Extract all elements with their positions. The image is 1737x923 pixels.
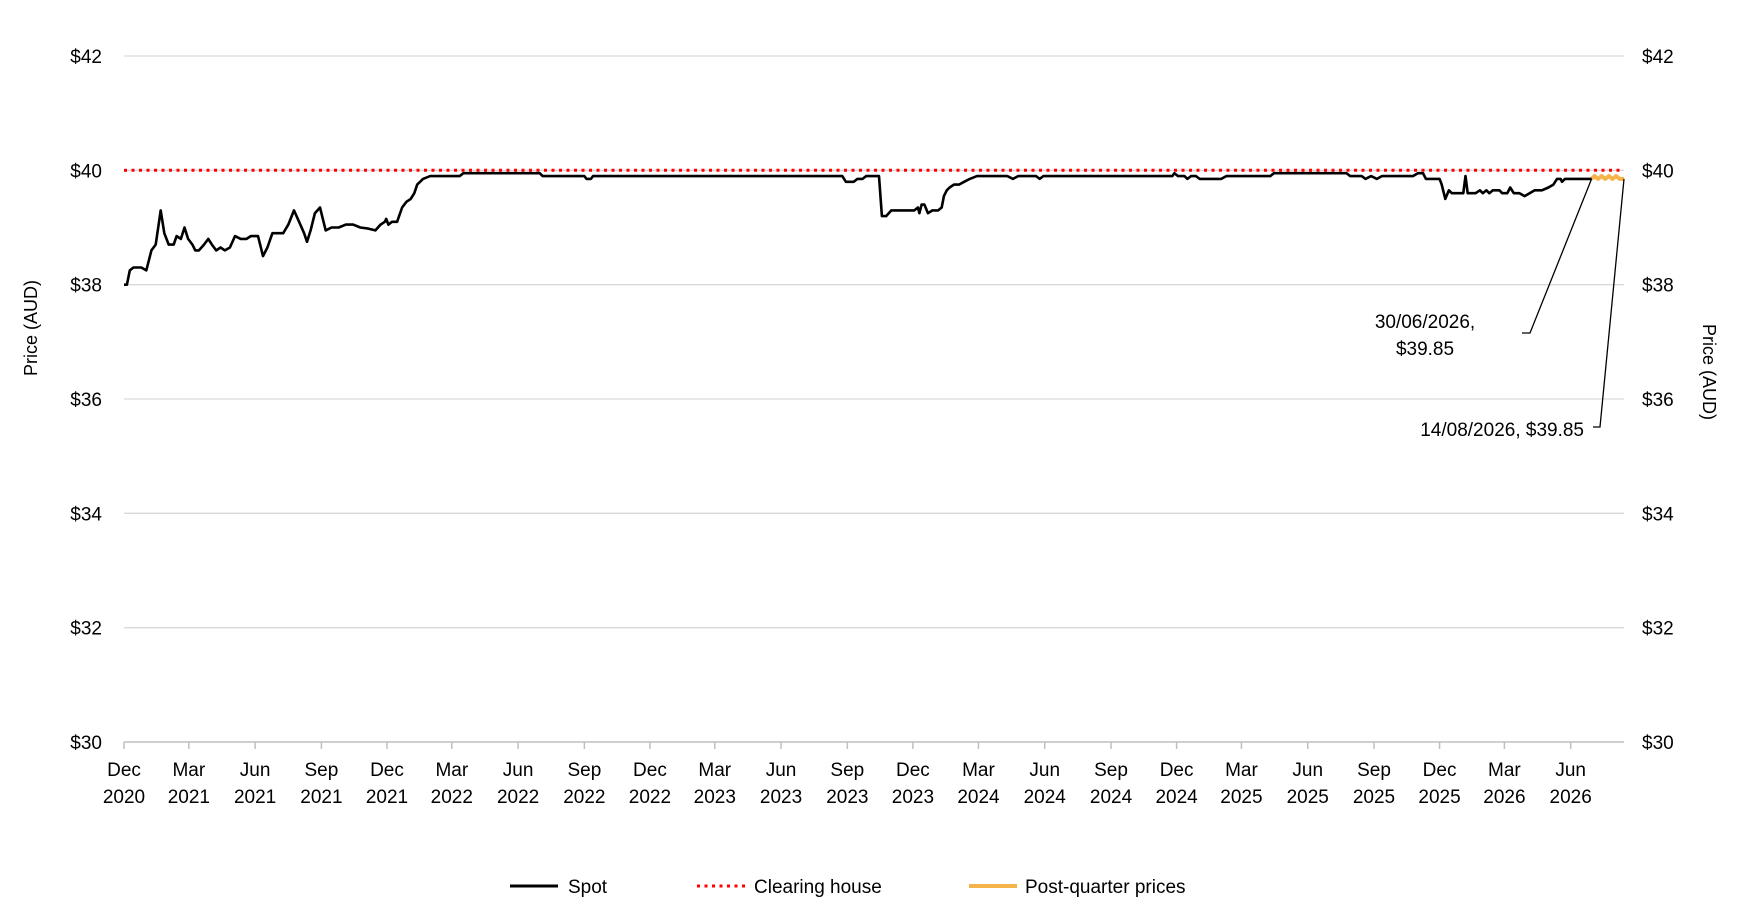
y-tick-label-right: $34 — [1642, 504, 1674, 525]
y-tick-label-right: $30 — [1642, 733, 1674, 754]
x-tick-label-month: Dec — [633, 760, 667, 781]
y-tick-label-right: $42 — [1642, 47, 1674, 68]
x-tick-label-year: 2022 — [629, 787, 671, 808]
y-tick-label-left: $32 — [70, 619, 102, 640]
series-spot — [124, 171, 1592, 287]
legend: Spot Clearing house Post-quarter prices — [510, 877, 1186, 898]
callout-leader-line — [1522, 178, 1593, 334]
x-tick-label-month: Dec — [107, 760, 141, 781]
y-axis-right: $30 $32 $34 $36 $38 $40 $42 — [1642, 47, 1674, 754]
y-axis-left: $30 $32 $34 $36 $38 $40 $42 — [70, 47, 102, 754]
x-tick-label-month: Sep — [567, 760, 601, 781]
y-tick-label-right: $38 — [1642, 276, 1674, 297]
x-tick-label-year: 2023 — [760, 787, 802, 808]
x-tick-label-month: Sep — [830, 760, 864, 781]
x-tick-label-year: 2025 — [1418, 787, 1460, 808]
x-tick-label-year: 2023 — [892, 787, 934, 808]
legend-label: Post-quarter prices — [1025, 877, 1186, 898]
x-tick-label-year: 2023 — [694, 787, 736, 808]
x-tick-label-year: 2021 — [366, 787, 408, 808]
y-tick-label-right: $40 — [1642, 161, 1674, 182]
series-lines — [124, 168, 1624, 287]
y-tick-label-left: $38 — [70, 276, 102, 297]
x-axis: Dec 2020 Mar 2021 Jun 2021 Sep 2021 Dec 2021 Mar 20… — [103, 741, 1624, 808]
x-tick-label-month: Jun — [766, 760, 797, 781]
y-tick-label-left: $34 — [70, 504, 102, 525]
x-tick-label-month: Jun — [1292, 760, 1323, 781]
x-tick-label-year: 2024 — [957, 787, 1000, 808]
x-tick-label-month: Mar — [435, 760, 468, 781]
callout-leader-line — [1593, 178, 1625, 428]
legend-label: Clearing house — [754, 877, 882, 898]
x-tick-label-year: 2022 — [497, 787, 539, 808]
x-tick-label-year: 2021 — [234, 787, 276, 808]
x-tick-label-month: Jun — [503, 760, 534, 781]
y-axis-label-right: Price (AUD) — [1699, 324, 1719, 420]
x-tick-label-year: 2021 — [168, 787, 210, 808]
x-tick-label-year: 2024 — [1090, 787, 1133, 808]
y-tick-label-left: $42 — [70, 47, 102, 68]
x-tick-label-year: 2025 — [1220, 787, 1262, 808]
x-tick-label-month: Dec — [1423, 760, 1457, 781]
x-tick-label-year: 2024 — [1024, 787, 1067, 808]
y-tick-label-left: $40 — [70, 161, 102, 182]
callout-label: 14/08/2026, $39.85 — [1420, 420, 1584, 441]
x-tick-label-month: Mar — [1225, 760, 1258, 781]
callout-label: 30/06/2026, — [1375, 312, 1475, 333]
y-tick-label-left: $30 — [70, 733, 102, 754]
x-tick-label-month: Sep — [305, 760, 339, 781]
x-tick-label-month: Mar — [1488, 760, 1521, 781]
x-tick-label-month: Mar — [962, 760, 995, 781]
x-tick-label-month: Jun — [240, 760, 271, 781]
x-tick-label-year: 2025 — [1353, 787, 1395, 808]
x-tick-label-year: 2026 — [1483, 787, 1525, 808]
y-tick-label-right: $36 — [1642, 390, 1674, 411]
x-tick-label-year: 2020 — [103, 787, 145, 808]
x-tick-label-month: Jun — [1555, 760, 1586, 781]
x-tick-label-year: 2023 — [826, 787, 868, 808]
x-tick-label-month: Mar — [698, 760, 731, 781]
x-tick-label-month: Sep — [1357, 760, 1391, 781]
x-tick-label-year: 2022 — [563, 787, 605, 808]
y-tick-label-right: $32 — [1642, 619, 1674, 640]
x-tick-label-year: 2024 — [1155, 787, 1198, 808]
x-tick-label-month: Mar — [172, 760, 205, 781]
x-tick-label-year: 2022 — [431, 787, 473, 808]
callout-label: $39.85 — [1396, 339, 1454, 360]
x-tick-label-year: 2021 — [300, 787, 342, 808]
y-tick-label-left: $36 — [70, 390, 102, 411]
legend-label: Spot — [568, 877, 608, 898]
x-tick-label-month: Jun — [1029, 760, 1060, 781]
x-tick-label-year: 2025 — [1287, 787, 1329, 808]
callouts: 30/06/2026, $39.85 14/08/2026, $39.85 — [1375, 178, 1625, 441]
x-tick-label-month: Dec — [896, 760, 930, 781]
x-tick-label-month: Dec — [370, 760, 404, 781]
x-tick-label-year: 2026 — [1550, 787, 1592, 808]
series-post-quarter-prices — [1590, 174, 1624, 181]
x-tick-label-month: Sep — [1094, 760, 1128, 781]
y-axis-label-left: Price (AUD) — [21, 280, 41, 376]
x-tick-label-month: Dec — [1160, 760, 1194, 781]
